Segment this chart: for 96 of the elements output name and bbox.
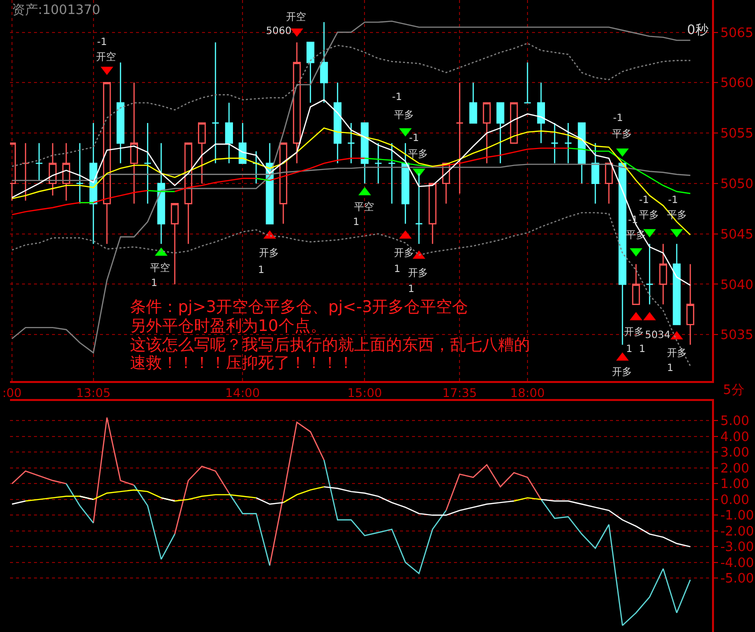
- y-tick-label: 5065: [720, 26, 754, 41]
- annotation: 开空: [286, 11, 306, 23]
- annotation: 1: [667, 363, 674, 374]
- annotation: 1: [353, 217, 360, 228]
- y-tick-label: 5055: [720, 126, 754, 142]
- candlestick: [469, 82, 478, 124]
- annotation: 1: [151, 278, 158, 289]
- candlestick: [103, 82, 111, 245]
- candlestick: [225, 102, 233, 164]
- candlestick: [604, 162, 613, 204]
- x-tick-label: 15:00: [347, 386, 382, 400]
- candlestick: [157, 142, 166, 245]
- annotation: 开多: [667, 347, 687, 359]
- candlestick: [22, 142, 30, 202]
- annotation: -1: [639, 195, 649, 206]
- annotation: 1: [394, 264, 400, 275]
- y-tick-label: 5040: [720, 278, 754, 293]
- candlestick: [212, 42, 220, 164]
- candlestick: [170, 203, 179, 285]
- candlestick: [496, 102, 504, 164]
- annotation: -1: [668, 195, 678, 206]
- annotation: 资产:1001370: [12, 3, 100, 18]
- annotation: 平空: [150, 262, 170, 274]
- candlestick: [116, 62, 124, 164]
- annotation: 这该怎么写呢？我写后执行的就上面的东西，乱七八糟的: [130, 335, 530, 354]
- candlestick: [252, 150, 260, 184]
- candlestick: [550, 122, 559, 164]
- candlestick: [428, 182, 436, 245]
- candlestick: [578, 122, 586, 184]
- annotation: 开空: [96, 51, 116, 63]
- candlestick: [564, 122, 572, 164]
- candlestick: [482, 102, 491, 164]
- candlestick: [524, 62, 532, 104]
- candlestick: [279, 142, 288, 224]
- candlestick: [537, 82, 545, 144]
- annotation: -1: [613, 113, 623, 124]
- annotation: 开多: [394, 247, 414, 259]
- candlestick: [442, 162, 450, 204]
- candlestick: [632, 263, 640, 305]
- candlestick: [646, 243, 654, 305]
- line-series: [11, 99, 691, 286]
- annotation: 平空: [354, 201, 374, 213]
- candlestick: [48, 142, 57, 196]
- candlestick: [62, 142, 70, 202]
- candlestick: [130, 82, 138, 204]
- y-tick-label: 5060: [720, 76, 754, 92]
- candlestick: [388, 142, 396, 204]
- annotation: 另外平仓时盈利为10个点。: [130, 316, 326, 335]
- x-tick-label: 17:35: [442, 386, 477, 400]
- annotation: -1: [392, 92, 402, 103]
- candlestick: [35, 142, 44, 182]
- candlestick: [76, 142, 84, 204]
- x-tick-label: :00: [2, 386, 22, 400]
- candlestick: [334, 82, 342, 164]
- x-tick-label: 18:00: [510, 386, 545, 400]
- y-tick-label: 5045: [720, 227, 754, 242]
- candlestick: [144, 122, 152, 204]
- annotation: 5034: [645, 330, 670, 341]
- candlestick: [672, 243, 681, 326]
- annotation: -1: [409, 133, 419, 144]
- x-tick-label: 13:05: [76, 386, 111, 400]
- x-tick-label: 14:00: [225, 386, 260, 400]
- annotation: 1: [258, 265, 264, 276]
- candlestick: [415, 172, 423, 245]
- annotation: 1: [408, 284, 414, 295]
- candlestick: [510, 102, 518, 144]
- annotation: 速救！！！！压抑死了！！！！: [130, 353, 354, 372]
- candlestick: [238, 122, 247, 164]
- candlestick: [292, 42, 301, 164]
- annotation: 开多: [259, 247, 279, 259]
- x-axis-title: 5分: [723, 383, 744, 398]
- annotation: 平多: [408, 148, 428, 160]
- y-tick-label: 5050: [720, 176, 754, 192]
- candlestick: [184, 142, 192, 245]
- annotation: 0秒: [687, 23, 708, 38]
- annotation: 5060: [266, 26, 292, 37]
- candlestick: [686, 263, 694, 346]
- candlestick: [360, 122, 369, 184]
- candlestick: [401, 142, 410, 224]
- annotation: 条件：pj>3开空仓平多仓、pj<-3开多仓平空仓: [130, 297, 468, 316]
- candlestick: [659, 243, 668, 305]
- candlestick: [347, 122, 356, 164]
- annotation: 1: [626, 344, 632, 355]
- annotation: 平多: [394, 109, 414, 121]
- annotation: -1: [97, 37, 107, 48]
- annotation: 开多: [408, 267, 428, 279]
- annotation: 平多: [639, 209, 659, 221]
- candlestick: [456, 82, 464, 194]
- candlestick: [320, 22, 328, 104]
- candlestick: [591, 142, 600, 204]
- annotation: 1: [639, 344, 646, 355]
- annotation: 开多: [612, 366, 632, 378]
- candlestick: [374, 142, 382, 184]
- candlestick: [306, 42, 314, 104]
- y-tick-label: 5035: [720, 328, 754, 344]
- candlestick: [198, 122, 206, 184]
